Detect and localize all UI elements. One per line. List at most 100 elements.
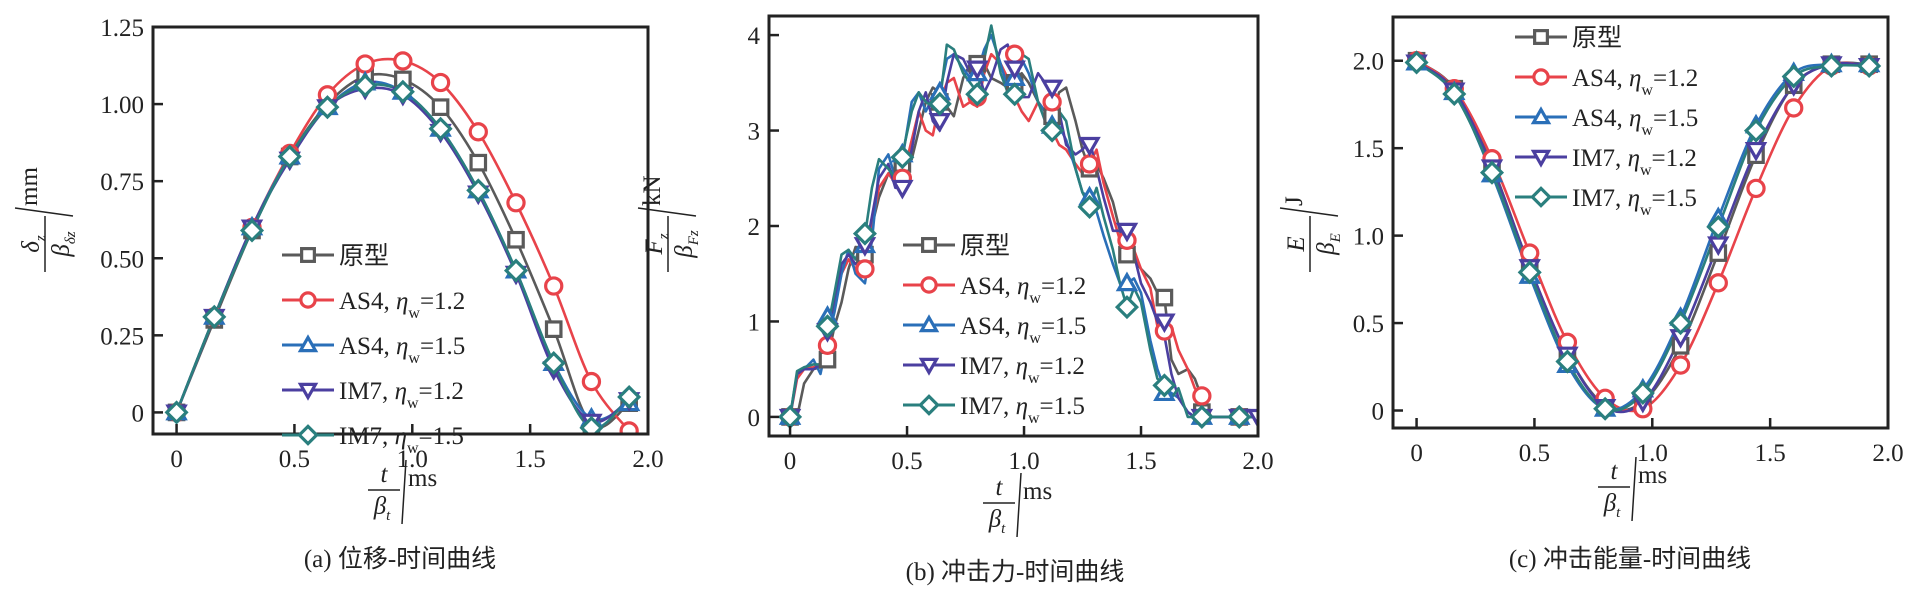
unit-slash xyxy=(1631,456,1637,522)
y-tick-label: 0.75 xyxy=(100,169,144,196)
diamond-marker xyxy=(164,400,189,425)
y-label-unit: mm xyxy=(16,167,43,206)
series-markers xyxy=(1406,51,1879,419)
legend-item: IM7, ηw=1.5 xyxy=(1515,185,1697,219)
series-markers xyxy=(165,70,641,427)
x-tick-label: 0 xyxy=(170,446,183,473)
series-line xyxy=(1415,61,1870,412)
series-markers xyxy=(1407,51,1878,415)
x-tick-label: 1.5 xyxy=(1755,440,1786,467)
triangle-up-marker xyxy=(1115,271,1139,292)
triangle-up-marker xyxy=(918,314,940,333)
diamond-marker xyxy=(239,218,265,243)
legend: 原型 AS4, ηw=1.2 AS4, ηw=1.5 IM7, ηw=1.2 IM7, … xyxy=(903,232,1086,427)
y-tick-label: 0.5 xyxy=(1353,311,1384,338)
diamond-marker xyxy=(541,351,566,376)
diamond-marker xyxy=(852,221,877,246)
x-tick-label: 1.0 xyxy=(1637,440,1668,467)
diamond-marker xyxy=(1706,214,1731,239)
unit-slash xyxy=(401,459,407,525)
diamond-marker xyxy=(202,304,227,329)
x-tick-label: 1.5 xyxy=(1125,448,1156,475)
diamond-marker xyxy=(1227,404,1252,429)
plot-frame xyxy=(1391,15,1890,430)
legend-label: IM7, ηw=1.5 xyxy=(1572,185,1697,219)
x-tick-label: 0 xyxy=(784,448,797,475)
y-label-numerator: E xyxy=(1283,236,1310,252)
circle-marker xyxy=(920,276,938,294)
circle-marker xyxy=(1532,68,1550,86)
x-label-denominator: βt xyxy=(1603,490,1621,521)
diamond-marker xyxy=(1077,194,1102,219)
legend-item: IM7, ηw=1.5 xyxy=(903,393,1085,427)
circle-marker xyxy=(430,72,451,93)
series-line xyxy=(175,72,630,429)
circle-marker xyxy=(544,276,564,296)
legend-item: 原型 xyxy=(903,232,1010,260)
diamond-marker xyxy=(297,424,319,446)
legend-item: AS4, ηw=1.5 xyxy=(1515,105,1698,139)
legend-label: IM7, ηw=1.2 xyxy=(339,378,464,412)
legend-item: AS4, ηw=1.2 xyxy=(282,288,465,322)
series-layer xyxy=(164,51,642,434)
y-tick-label: 1.5 xyxy=(1353,136,1384,163)
x-tick-label: 2.0 xyxy=(632,446,663,473)
series-line xyxy=(1415,61,1870,412)
diamond-marker xyxy=(1114,295,1140,320)
axis-ticks: 0 0.5 1.0 1.5 2.0 0 0.25 0.50 0.75 1.00 1.25 xyxy=(100,15,663,473)
diamond-marker xyxy=(1781,64,1806,89)
series-clip xyxy=(164,51,642,434)
panel-caption: (c) 冲击能量-时间曲线 xyxy=(1509,545,1751,573)
x-tick-label: 1.0 xyxy=(1008,448,1039,475)
circle-marker xyxy=(393,51,413,71)
legend-label: IM7, ηw=1.5 xyxy=(960,393,1085,427)
diamond-marker xyxy=(466,178,491,203)
legend: 原型 AS4, ηw=1.2 AS4, ηw=1.5 IM7, ηw=1.2 IM7, … xyxy=(282,242,465,457)
x-label-numerator: t xyxy=(381,461,389,488)
unit-slash xyxy=(1279,207,1339,217)
legend: 原型 AS4, ηw=1.2 AS4, ηw=1.5 IM7, ηw=1.2 IM7, … xyxy=(1515,24,1698,219)
circle-marker xyxy=(468,122,488,142)
x-label-numerator: t xyxy=(1611,458,1619,485)
triangle-down-marker xyxy=(891,179,914,200)
legend-label: AS4, ηw=1.2 xyxy=(960,273,1086,307)
diamond-marker xyxy=(1630,380,1655,406)
y-label-unit: kN xyxy=(639,175,666,206)
circle-marker xyxy=(506,193,526,213)
axis-ticks: 0 0.5 1.0 1.5 2.0 0 0.5 1.0 1.5 2.0 xyxy=(1353,49,1904,467)
legend-item: AS4, ηw=1.2 xyxy=(903,273,1086,307)
series-layer xyxy=(778,24,1258,429)
x-label-unit: ms xyxy=(1023,478,1052,505)
series-layer xyxy=(1404,50,1882,421)
x-tick-label: 2.0 xyxy=(1872,440,1903,467)
triangle-down-marker xyxy=(1153,313,1176,334)
triangle-down-marker xyxy=(297,382,319,401)
legend-label: 原型 xyxy=(339,242,389,270)
y-label-unit: J xyxy=(1281,196,1308,206)
circle-marker xyxy=(299,291,317,309)
y-tick-label: 3 xyxy=(748,119,761,146)
circle-marker xyxy=(1192,386,1212,406)
y-label-numerator: δz xyxy=(18,235,49,253)
diamond-marker xyxy=(965,82,990,107)
series-line xyxy=(175,83,631,430)
series-clip xyxy=(778,24,1258,429)
unit-slash xyxy=(14,207,74,217)
legend-label: IM7, ηw=1.2 xyxy=(960,353,1085,387)
diamond-marker xyxy=(890,145,915,170)
x-tick-label: 0 xyxy=(1410,440,1423,467)
y-label-denominator: βδz xyxy=(48,231,79,257)
legend-label: AS4, ηw=1.2 xyxy=(339,288,465,322)
x-tick-label: 0.5 xyxy=(891,448,922,475)
legend-label: 原型 xyxy=(1572,24,1622,52)
square-marker xyxy=(1155,288,1174,307)
series-markers xyxy=(1405,54,1881,419)
panel-c-impact-energy-chart: 0 0.5 1.0 1.5 2.0 0 0.5 1.0 1.5 2.0 原型 AS4, ηw=1.2… xyxy=(1279,15,1904,573)
legend-label: AS4, ηw=1.2 xyxy=(1572,65,1698,99)
triangle-down-marker xyxy=(1078,136,1101,157)
